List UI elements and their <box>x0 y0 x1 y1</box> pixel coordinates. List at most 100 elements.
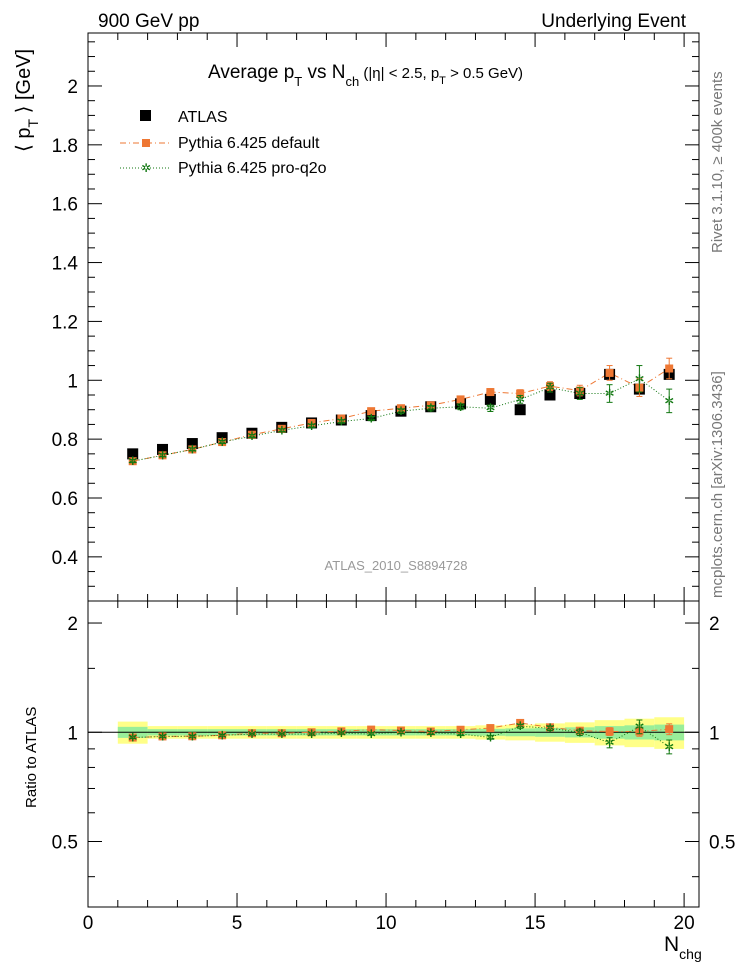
default-point <box>337 414 346 423</box>
y-tick-label-top: 1.8 <box>52 136 78 157</box>
proq2o-ratio-point: ✲ <box>366 727 376 741</box>
proq2o-point: ✲ <box>634 372 644 386</box>
legend-default-label: Pythia 6.425 default <box>178 135 320 152</box>
y-tick-label-top: 0.8 <box>52 430 78 451</box>
atlas-point <box>514 404 526 416</box>
atlas-point <box>157 443 169 455</box>
axis-ticks <box>87 33 699 907</box>
proq2o-ratio-point: ✲ <box>277 727 287 741</box>
y-tick-label-top: 2 <box>67 77 78 98</box>
bottom-panel-frame <box>87 600 700 908</box>
tick-labels: 0 5 10 15 20 0.4 0.6 0.8 1 1.2 1.4 1.6 1.8 2 0.5 0.5 1 1 2… <box>52 77 736 934</box>
x-axis-label: Nchg <box>664 933 702 962</box>
y-tick-label-top: 0.6 <box>52 489 78 510</box>
legend: ATLAS Pythia 6.425 default ✲ Pythia 6.42… <box>120 109 327 177</box>
y-tick-label-bottom-left: 0.5 <box>52 833 78 854</box>
proq2o-ratio-point: ✲ <box>157 729 167 743</box>
analysis-tag: ATLAS_2010_S8894728 <box>325 558 468 573</box>
y-tick-label-top: 0.4 <box>52 548 79 569</box>
x-tick-label: 10 <box>375 913 396 934</box>
default-ratio-point <box>456 725 465 734</box>
default-ratio-point <box>665 725 674 734</box>
default-point <box>605 368 614 377</box>
proq2o-point: ✲ <box>336 414 346 428</box>
x-tick-label: 0 <box>83 913 94 934</box>
proq2o-point: ✲ <box>187 442 197 456</box>
proq2o-point: ✲ <box>426 401 436 415</box>
y-tick-label-top: 1 <box>67 371 78 392</box>
proq2o-point: ✲ <box>366 412 376 426</box>
proq2o-point: ✲ <box>307 419 317 433</box>
default-ratio-point <box>337 727 346 736</box>
header-right: Underlying Event <box>541 11 686 32</box>
proq2o-point: ✲ <box>515 392 525 406</box>
proq2o-ratio-point: ✲ <box>485 730 495 744</box>
main-title: Average pT vs Nch (|η| < 2.5, pT > 0.5 G… <box>208 62 523 89</box>
y-tick-label-bottom-right: 0.5 <box>709 833 735 854</box>
legend-default-marker <box>142 139 150 147</box>
proq2o-point: ✲ <box>247 429 257 443</box>
atlas-point <box>484 393 496 405</box>
proq2o-point: ✲ <box>545 381 555 395</box>
proq2o-ratio-point: ✲ <box>396 725 406 739</box>
proq2o-ratio-point: ✲ <box>575 725 585 739</box>
proq2o-line-top <box>132 378 670 462</box>
default-ratio-point <box>367 725 376 734</box>
y-tick-label-top: 1.4 <box>52 254 79 275</box>
y-tick-label-bottom-left: 2 <box>67 614 78 635</box>
proq2o-ratio-point: ✲ <box>217 728 227 742</box>
legend-atlas-marker <box>140 110 151 121</box>
proq2o-point: ✲ <box>128 454 138 468</box>
proq2o-point: ✲ <box>605 387 615 401</box>
proq2o-ratio-point: ✲ <box>515 719 525 733</box>
y-tick-label-bottom-left: 1 <box>67 723 78 744</box>
proq2o-ratio-point: ✲ <box>336 726 346 740</box>
default-point <box>516 389 525 398</box>
default-point <box>396 404 405 413</box>
y-axis-label-top: ⟨ pT ⟩ [GeV] <box>13 49 41 152</box>
y-axis-label-bottom: Ratio to ATLAS <box>23 707 40 808</box>
proq2o-point: ✲ <box>664 394 674 408</box>
default-ratio-point <box>605 727 614 736</box>
proq2o-point: ✲ <box>217 435 227 449</box>
default-ratio-point <box>486 724 495 733</box>
x-tick-label: 20 <box>674 913 695 934</box>
data-marks: ✲ ✲ ✲ ✲ ✲ ✲ ✲ ✲ ✲ ✲ ✲ ✲ ✲ ✲ ✲ ✲ ✲ ✲ ✲ ✲ ✲ ✲ ✲ ✲ ✲ ✲ ✲ ✲ ✲ ✲ ✲ ✲ ✲ ✲ ✲ ✲ ✲ ✲ <box>127 357 675 755</box>
proq2o-point: ✲ <box>396 404 406 418</box>
atlas-point <box>216 432 228 444</box>
y-tick-label-bottom-right: 1 <box>709 723 720 744</box>
proq2o-ratio-point: ✲ <box>426 726 436 740</box>
proq2o-ratio-point: ✲ <box>187 729 197 743</box>
proq2o-ratio-point: ✲ <box>307 727 317 741</box>
proq2o-point: ✲ <box>456 400 466 414</box>
default-point <box>367 407 376 416</box>
y-tick-label-top: 1.6 <box>52 195 78 216</box>
y-tick-label-bottom-right: 2 <box>709 614 720 635</box>
proq2o-point: ✲ <box>485 401 495 415</box>
proq2o-ratio-point: ✲ <box>634 720 644 734</box>
proq2o-point: ✲ <box>277 423 287 437</box>
default-ratio-point <box>307 728 316 737</box>
proq2o-ratio-point: ✲ <box>605 736 615 750</box>
y-tick-label-top: 1.2 <box>52 312 78 333</box>
default-point <box>486 388 495 397</box>
mcplots-text: mcplots.cern.ch [arXiv:1306.3436] <box>709 371 726 598</box>
rivet-text: Rivet 3.1.10, ≥ 400k events <box>709 71 726 253</box>
atlas-point <box>544 389 556 401</box>
proq2o-point: ✲ <box>575 387 585 401</box>
atlas-point <box>365 410 377 422</box>
legend-proq2o-label: Pythia 6.425 pro-q2o <box>178 160 327 177</box>
proq2o-ratio-point: ✲ <box>456 727 466 741</box>
proq2o-ratio-point: ✲ <box>247 727 257 741</box>
default-point <box>665 364 674 373</box>
default-point <box>456 395 465 404</box>
atlas-point <box>127 448 139 460</box>
proq2o-ratio-point: ✲ <box>664 740 674 754</box>
proq2o-point: ✲ <box>157 448 167 462</box>
legend-proq2o-marker: ✲ <box>141 161 151 175</box>
proq2o-ratio-point: ✲ <box>545 721 555 735</box>
x-tick-label: 5 <box>232 913 243 934</box>
atlas-point <box>186 438 198 450</box>
default-point <box>307 418 316 427</box>
